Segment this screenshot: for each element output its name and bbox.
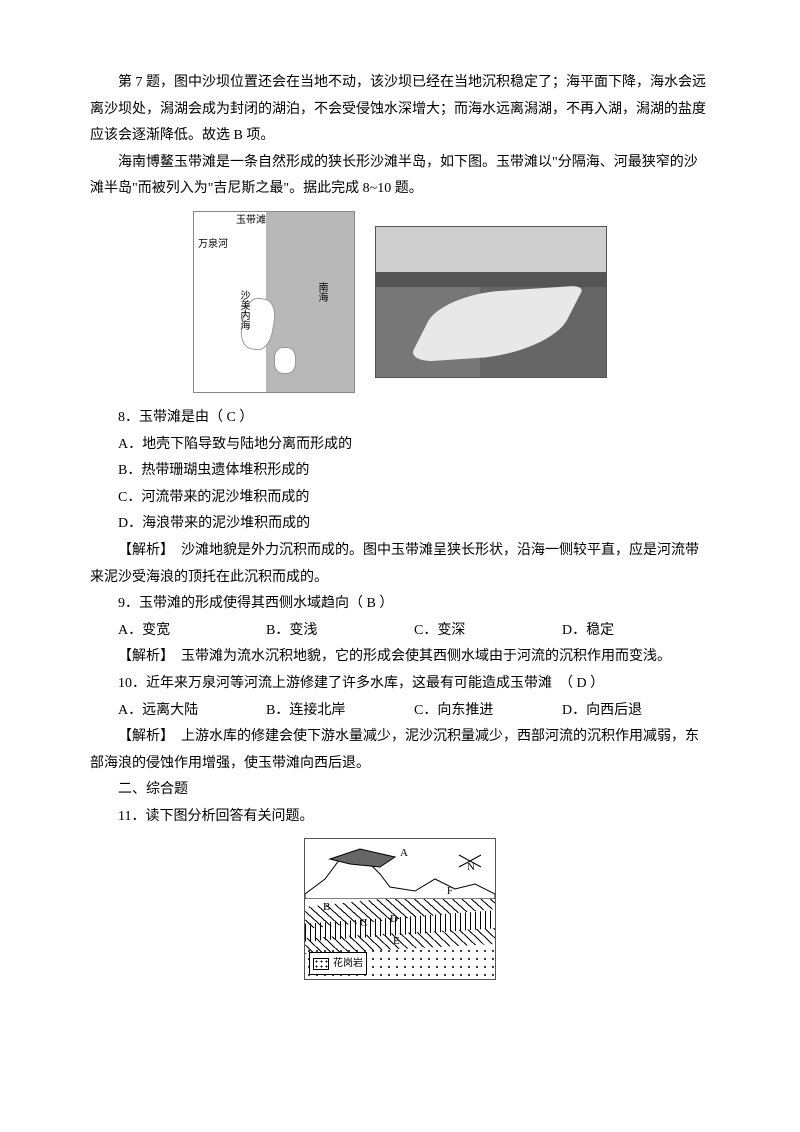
map-label-nanhai: 南海 xyxy=(316,282,326,302)
map-label-shamei: 沙美内海 xyxy=(238,290,248,330)
q10-option-d: D．向西后退 xyxy=(562,698,710,725)
geo-label-f: F xyxy=(447,881,453,902)
island-shape-2 xyxy=(274,347,296,374)
q8-option-a: A．地壳下陷导致与陆地分离而形成的 xyxy=(90,432,710,459)
figure-row: 玉带滩 万泉河 沙美内海 南海 xyxy=(90,211,710,393)
q9-explanation: 【解析】 玉带滩为流水沉积地貌，它的形成会使其西侧水域由于河流的沉积作用而变浅。 xyxy=(90,644,710,671)
passage-text: 海南博鳌玉带滩是一条自然形成的狭长形沙滩半岛，如下图。玉带滩以"分隔海、河最狭窄… xyxy=(90,150,710,203)
q10-explanation: 【解析】 上游水库的修建会使下游水量减少，泥沙沉积量减少，西部河流的沉积作用减弱… xyxy=(90,724,710,777)
map-label-wanquan: 万泉河 xyxy=(198,240,228,250)
geo-label-e: E xyxy=(393,931,400,952)
legend-swatch xyxy=(313,958,329,970)
page-container: 第 7 题，图中沙坝位置还会在当地不动，该沙坝已经在当地沉积稳定了；海平面下降，… xyxy=(0,0,800,1132)
geo-label-a: A xyxy=(400,843,408,864)
q9-option-a: A．变宽 xyxy=(118,618,266,645)
geo-label-d: D xyxy=(390,909,398,930)
q9-option-d: D．稳定 xyxy=(562,618,710,645)
q9-options: A．变宽 B．变浅 C．变深 D．稳定 xyxy=(90,618,710,645)
q8-option-c: C．河流带来的泥沙堆积而成的 xyxy=(90,485,710,512)
q10-options: A．远离大陆 B．连接北岸 C．向东推进 D．向西后退 xyxy=(90,698,710,725)
q10-stem: 10．近年来万泉河等河流上游修建了许多水库，这最有可能造成玉带滩 （ D ） xyxy=(90,671,710,698)
q9-option-b: B．变浅 xyxy=(266,618,414,645)
q9-stem: 9．玉带滩的形成使得其西侧水域趋向（ B ） xyxy=(90,591,710,618)
north-arrow-icon xyxy=(457,851,487,871)
q10-option-b: B．连接北岸 xyxy=(266,698,414,725)
geo-label-c: C xyxy=(360,913,367,934)
q8-option-d: D．海浪带来的泥沙堆积而成的 xyxy=(90,511,710,538)
q9-option-c: C．变深 xyxy=(414,618,562,645)
geology-figure-wrap: A N B C D E F 花岗岩 xyxy=(90,838,710,980)
q10-option-a: A．远离大陆 xyxy=(118,698,266,725)
q11-stem: 11．读下图分析回答有关问题。 xyxy=(90,804,710,831)
q8-explanation: 【解析】 沙滩地貌是外力沉积而成的。图中玉带滩呈狭长形状，沿海一侧较平直，应是河… xyxy=(90,538,710,591)
q8-stem: 8．玉带滩是由（ C ） xyxy=(90,405,710,432)
geology-legend: 花岗岩 xyxy=(309,952,367,975)
map-figure: 玉带滩 万泉河 沙美内海 南海 xyxy=(193,211,355,393)
geology-figure: A N B C D E F 花岗岩 xyxy=(304,838,496,980)
section-2-heading: 二、综合题 xyxy=(90,777,710,804)
geo-label-b: B xyxy=(323,897,330,918)
q10-option-c: C．向东推进 xyxy=(414,698,562,725)
q7-explanation: 第 7 题，图中沙坝位置还会在当地不动，该沙坝已经在当地沉积稳定了；海平面下降，… xyxy=(90,70,710,150)
legend-label: 花岗岩 xyxy=(333,954,363,973)
map-label-yudai: 玉带滩 xyxy=(236,216,266,226)
q8-option-b: B．热带珊瑚虫遗体堆积形成的 xyxy=(90,458,710,485)
photo-figure xyxy=(375,226,607,378)
photo-land xyxy=(376,272,606,287)
